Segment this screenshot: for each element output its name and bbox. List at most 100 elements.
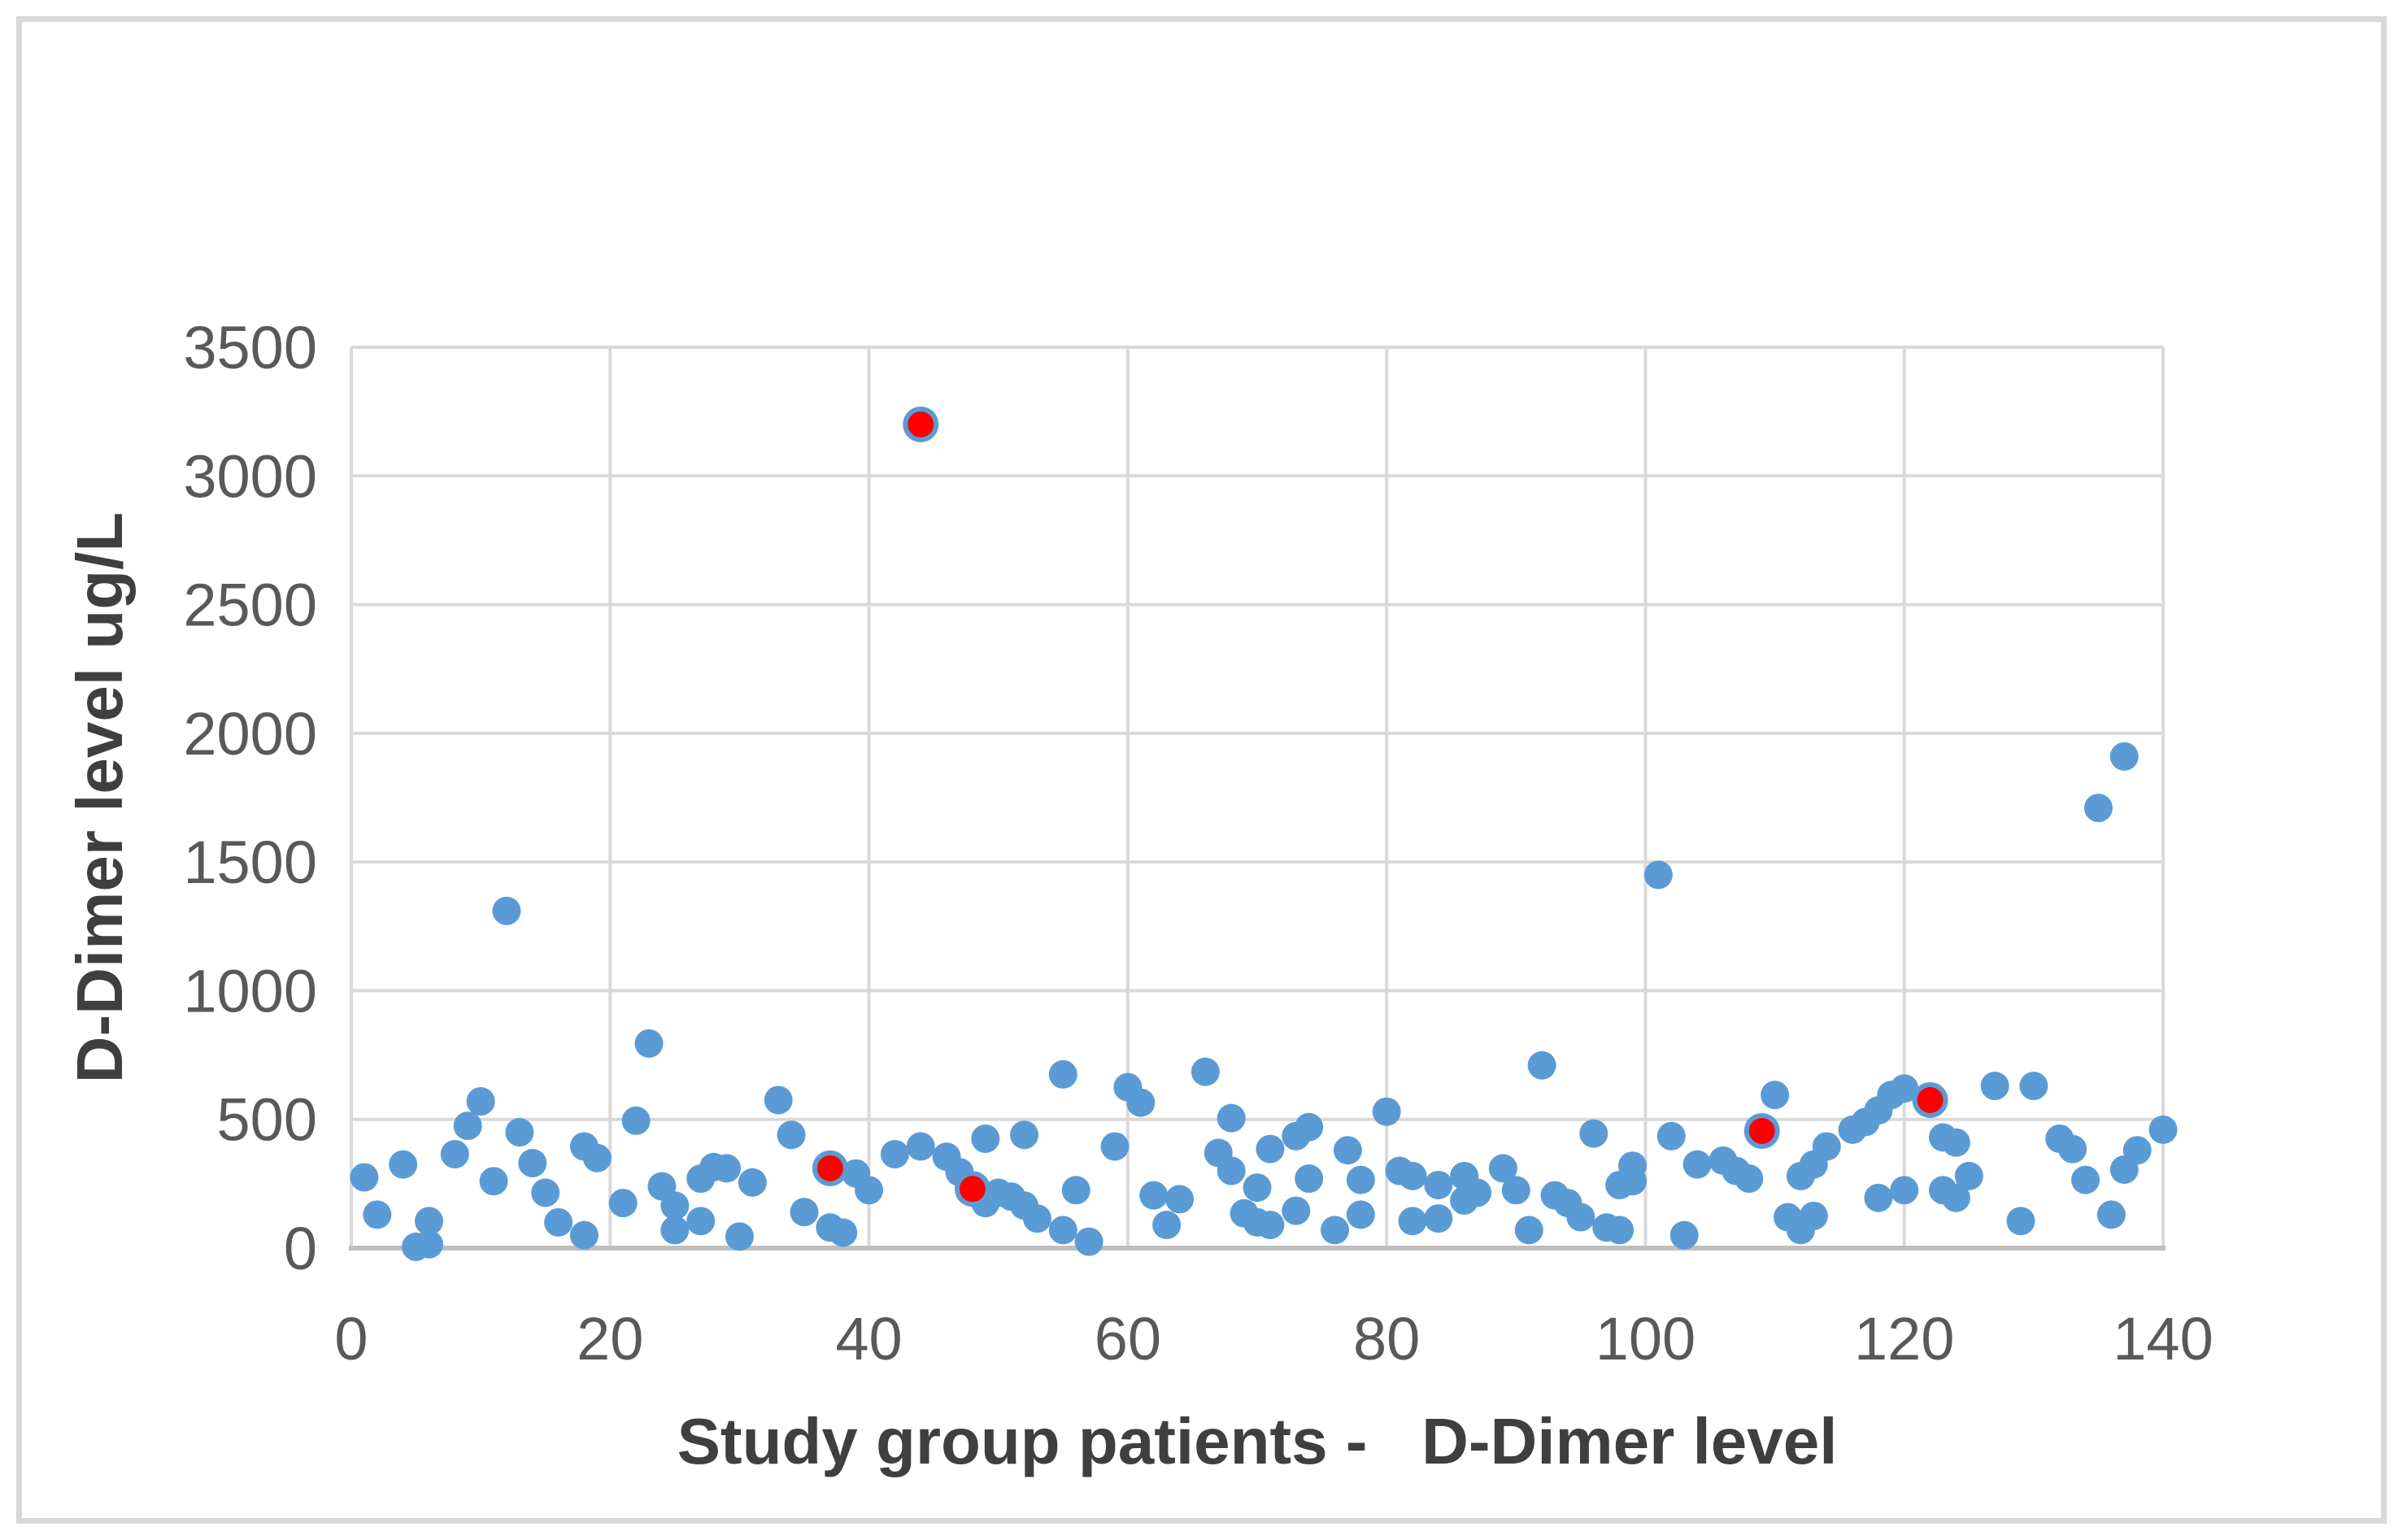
scatter-point-blue — [1243, 1173, 1272, 1203]
scatter-point-blue — [1761, 1081, 1790, 1110]
scatter-point-blue — [1941, 1183, 1970, 1212]
scatter-point-blue — [777, 1120, 806, 1150]
x-tick-label: 80 — [1353, 1305, 1420, 1373]
scatter-point-blue — [414, 1207, 443, 1236]
x-tick-label: 60 — [1095, 1305, 1161, 1373]
scatter-point-blue — [1566, 1203, 1595, 1232]
scatter-point-blue — [1669, 1220, 1699, 1250]
scatter-point-blue — [1074, 1227, 1104, 1256]
scatter-point-blue — [1398, 1207, 1427, 1236]
x-axis-title: Study group patients - D-Dimer level — [677, 1405, 1838, 1477]
x-tick-label: 0 — [334, 1305, 368, 1373]
x-tick-label: 100 — [1595, 1305, 1696, 1373]
scatter-point-blue — [440, 1139, 469, 1168]
y-tick-label: 2000 — [183, 700, 317, 768]
scatter-point-blue — [1346, 1200, 1375, 1229]
outer-border — [16, 16, 2387, 1524]
scatter-point-blue — [350, 1163, 379, 1192]
scatter-point-blue — [1812, 1132, 1841, 1161]
scatter-point-blue — [1048, 1059, 1077, 1089]
scatter-point-blue — [582, 1143, 612, 1172]
scatter-point-blue — [829, 1218, 858, 1247]
scatter-point-blue — [608, 1189, 638, 1218]
x-tick-label: 20 — [577, 1305, 643, 1373]
scatter-point-blue — [1256, 1134, 1285, 1164]
scatter-point-blue — [1010, 1120, 1039, 1150]
scatter-point-red — [1917, 1086, 1944, 1113]
scatter-point-blue — [971, 1124, 1000, 1153]
y-tick-label: 3500 — [183, 314, 317, 381]
scatter-point-blue — [1890, 1176, 1919, 1205]
axis-lines — [349, 347, 2166, 1251]
scatter-point-blue — [1941, 1128, 1970, 1157]
y-tick-label: 0 — [284, 1215, 317, 1282]
scatter-point-blue — [1980, 1072, 2009, 1101]
scatter-point-blue — [1256, 1211, 1285, 1240]
scatter-point-blue — [686, 1207, 716, 1236]
scatter-point-blue — [1605, 1216, 1635, 1245]
x-tick-label: 140 — [2113, 1305, 2213, 1373]
scatter-point-blue — [1954, 1161, 1983, 1190]
scatter-point-blue — [1048, 1216, 1077, 1245]
scatter-point-blue — [1890, 1074, 1919, 1103]
scatter-point-blue — [1656, 1121, 1686, 1151]
scatter-point-blue — [2083, 794, 2113, 823]
scatter-point-blue — [1217, 1103, 1246, 1133]
scatter-point-blue — [1864, 1183, 1893, 1212]
scatter-point-blue — [569, 1220, 599, 1250]
scatter-point-blue — [544, 1207, 573, 1237]
scatter-point-blue — [1333, 1136, 1362, 1165]
y-tick-label: 1000 — [183, 957, 317, 1024]
scatter-point-blue — [1191, 1057, 1220, 1086]
scatter-point-blue — [660, 1216, 690, 1245]
scatter-point-blue — [790, 1198, 819, 1227]
scatter-point-red — [908, 411, 934, 437]
scatter-point-blue — [880, 1139, 909, 1168]
scatter-point-blue — [1139, 1181, 1169, 1210]
scatter-point-blue — [712, 1154, 742, 1183]
scatter-point-blue — [2148, 1115, 2178, 1144]
scatter-point-blue — [906, 1132, 935, 1161]
scatter-point-blue — [1282, 1196, 1311, 1225]
scatter-point-blue — [492, 896, 521, 925]
scatter-point-blue — [2109, 742, 2139, 771]
scatter-point-blue — [660, 1191, 690, 1220]
scatter-point-blue — [1488, 1154, 1517, 1183]
scatter-point-blue — [414, 1229, 443, 1259]
scatter-point-blue — [1643, 860, 1673, 890]
scatter-point-blue — [1735, 1164, 1764, 1194]
scatter-point-blue — [1165, 1185, 1195, 1214]
scatter-point-blue — [389, 1150, 418, 1179]
scatter-point-red — [816, 1155, 843, 1181]
scatter-point-blue — [1527, 1051, 1556, 1080]
scatter-point-blue — [738, 1168, 767, 1197]
scatter-point-blue — [2071, 1165, 2100, 1194]
scatter-point-blue — [1320, 1216, 1349, 1245]
scatter-point-blue — [363, 1200, 392, 1229]
scatter-point-blue — [1618, 1167, 1648, 1196]
scatter-point-blue — [1372, 1097, 1401, 1126]
x-axis-tick-labels: 0 20 40 60 80 100 120 140 — [334, 1305, 2213, 1373]
scatter-point-blue — [855, 1176, 884, 1205]
scatter-point-blue — [531, 1178, 560, 1207]
y-axis-title: D-Dimer level ug/L — [63, 512, 136, 1083]
scatter-point-blue — [2006, 1207, 2035, 1236]
scatter-point-blue — [1100, 1132, 1130, 1161]
scatter-point-blue — [1514, 1216, 1543, 1245]
y-axis-tick-labels: 0 500 1000 1500 2000 2500 3000 3500 — [183, 314, 317, 1282]
scatter-point-blue — [1799, 1201, 1828, 1230]
scatter-point-red — [959, 1176, 986, 1203]
scatter-point-blue — [764, 1085, 793, 1115]
scatter-point-blue — [2122, 1136, 2152, 1165]
scatter-point-blue — [2058, 1134, 2087, 1164]
scatter-point-blue — [1295, 1164, 1324, 1194]
scatter-point-blue — [1683, 1150, 1712, 1179]
y-tick-label: 2500 — [183, 572, 317, 639]
data-points — [350, 406, 2178, 1261]
scatter-point-blue — [2019, 1072, 2048, 1101]
y-tick-label: 1500 — [183, 829, 317, 896]
scatter-point-blue — [1424, 1204, 1453, 1233]
scatter-point-blue — [1152, 1211, 1182, 1240]
